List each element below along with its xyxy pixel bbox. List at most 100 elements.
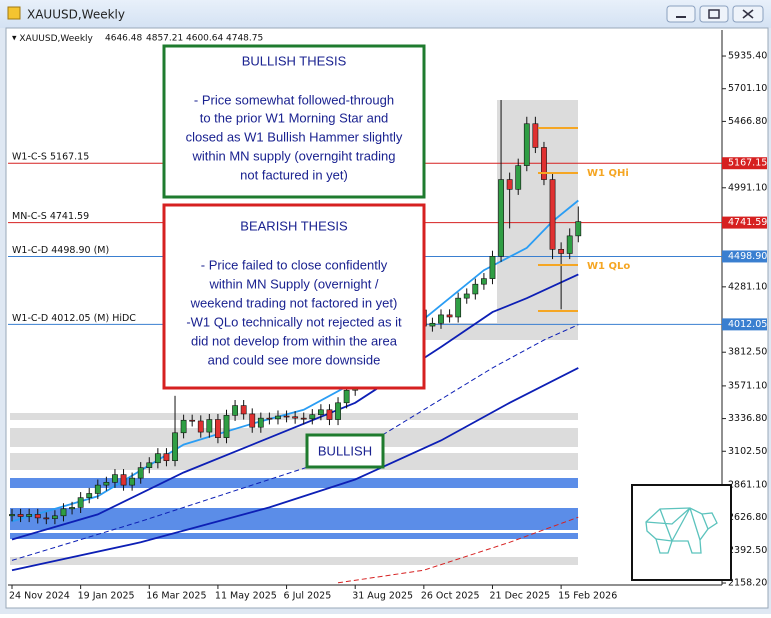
last-low: 4600.64: [186, 34, 223, 44]
zone: [420, 323, 578, 340]
bearish-thesis-box: [162, 203, 426, 390]
candle-body: [189, 419, 196, 422]
axes: 5935.40 5701.10 5466.80 4991.10 4281.10 3812.…: [9, 51, 767, 602]
candle-body: [129, 477, 136, 486]
last-high: 4857.21: [146, 34, 183, 44]
level-label: W1-C-D 4012.05 (M) HiDC: [12, 313, 136, 324]
candle-body: [69, 507, 75, 510]
note-line: within MN supply (overngiht trading: [191, 148, 395, 163]
candle-body: [506, 179, 513, 190]
level-price-box: [722, 250, 767, 263]
y-tick-label: 5466.80: [728, 116, 767, 127]
candle-body: [120, 474, 127, 486]
close-icon: [742, 9, 754, 19]
bullish-label: BULLISH: [318, 443, 372, 458]
demand-zone: [10, 533, 578, 539]
candle-body: [146, 462, 153, 468]
candle-body: [240, 405, 247, 415]
last-open: 4646.48: [105, 34, 142, 44]
candle-body: [317, 409, 324, 415]
note-line: weekend trading not factored in yet): [190, 295, 398, 310]
candle-body: [463, 293, 470, 299]
zone: [10, 453, 578, 470]
candle-body: [154, 453, 161, 464]
indicator-line: [337, 516, 579, 584]
candle-body: [86, 493, 93, 498]
last-close: 4748.75: [226, 34, 263, 44]
level-price-label: 4741.59: [728, 217, 767, 228]
candle-body: [26, 514, 33, 517]
candle-body: [34, 514, 41, 519]
minimize-button[interactable]: [666, 5, 696, 23]
x-tick-label: 31 Aug 2025: [352, 591, 413, 602]
candle-body: [9, 514, 15, 517]
candle-body: [43, 517, 50, 520]
bearish-thesis: BEARISH THESIS - Price failed to close c…: [186, 218, 402, 367]
candle-body: [498, 179, 504, 257]
qhi-label: W1 QHi: [587, 168, 629, 179]
candle-body: [292, 416, 299, 419]
candle-body: [257, 417, 264, 428]
note-line: closed as W1 Bullish Hammer slightly: [186, 129, 403, 144]
bullish-box: [305, 433, 385, 469]
y-tick-label: 5701.10: [728, 83, 767, 94]
window-title: XAUUSD,Weekly: [27, 8, 125, 22]
candle-body: [300, 417, 307, 420]
level-label: W1-C-S 5167.15: [12, 152, 89, 163]
candle-body: [309, 414, 316, 420]
level-price-label: 4498.90: [728, 251, 767, 262]
level-price-label: 4012.05: [728, 319, 767, 330]
y-tick-label: 5935.40: [728, 51, 767, 62]
y-tick-label: 4991.10: [728, 182, 767, 193]
candle-body: [489, 255, 496, 279]
y-tick-label: 3812.50: [728, 347, 767, 358]
x-tick-label: 21 Dec 2025: [489, 591, 550, 602]
plot: W1-C-S 5167.15 MN-C-S 4741.59 W1-C-D 4498.…: [8, 100, 722, 584]
bullish-thesis: BULLISH THESIS - Price somewhat followed…: [186, 53, 403, 182]
indicator-line: [11, 324, 579, 561]
note-line: -W1 QLo technically not rejected as it: [186, 314, 402, 329]
note-line: did not develop from within the area: [191, 333, 398, 348]
qlo-label: W1 QLo: [587, 261, 630, 272]
demand-zone: [10, 478, 578, 488]
candle-body: [541, 147, 547, 180]
candle-body: [455, 297, 462, 318]
candle-body: [180, 419, 187, 434]
level-label: MN-C-S 4741.59: [12, 211, 89, 222]
candle-body: [558, 249, 565, 254]
candle-body: [326, 409, 333, 420]
chart-symbol: ▾ XAUUSD,Weekly: [12, 34, 94, 44]
x-tick-label: 15 Feb 2026: [558, 591, 617, 602]
y-tick-label: 3336.80: [728, 413, 767, 424]
x-tick-label: 11 May 2025: [215, 591, 277, 602]
x-tick-label: 19 Jan 2025: [78, 591, 135, 602]
note-line: - Price failed to close confidently: [201, 257, 388, 272]
candle-body: [275, 415, 281, 420]
note-line: to the prior W1 Morning Star and: [200, 110, 389, 125]
y-tick-label: 2626.80: [728, 512, 767, 523]
candle-body: [163, 453, 170, 461]
window-icon: [7, 6, 21, 20]
candle-body: [223, 415, 230, 438]
level-price-label: 5167.15: [728, 158, 767, 169]
candle-body: [137, 467, 144, 479]
candle-body: [515, 165, 522, 190]
candle-body: [17, 514, 24, 517]
zone: [10, 557, 578, 565]
candle-body: [335, 402, 341, 420]
candle-body: [523, 123, 530, 166]
x-tick-label: 16 Mar 2025: [146, 591, 206, 602]
indicator-line: [11, 273, 579, 541]
level-label: W1-C-D 4498.90 (M): [12, 245, 109, 256]
candle-body: [172, 432, 178, 461]
demand-zone: [10, 508, 578, 530]
candle-body: [232, 405, 238, 416]
candle-body: [566, 235, 573, 254]
candle-body: [197, 420, 204, 433]
candle-body: [429, 322, 436, 327]
maximize-button[interactable]: [699, 5, 729, 23]
x-tick-label: 26 Oct 2025: [421, 591, 480, 602]
candle-body: [343, 389, 350, 404]
x-tick-label: 24 Nov 2024: [9, 591, 70, 602]
